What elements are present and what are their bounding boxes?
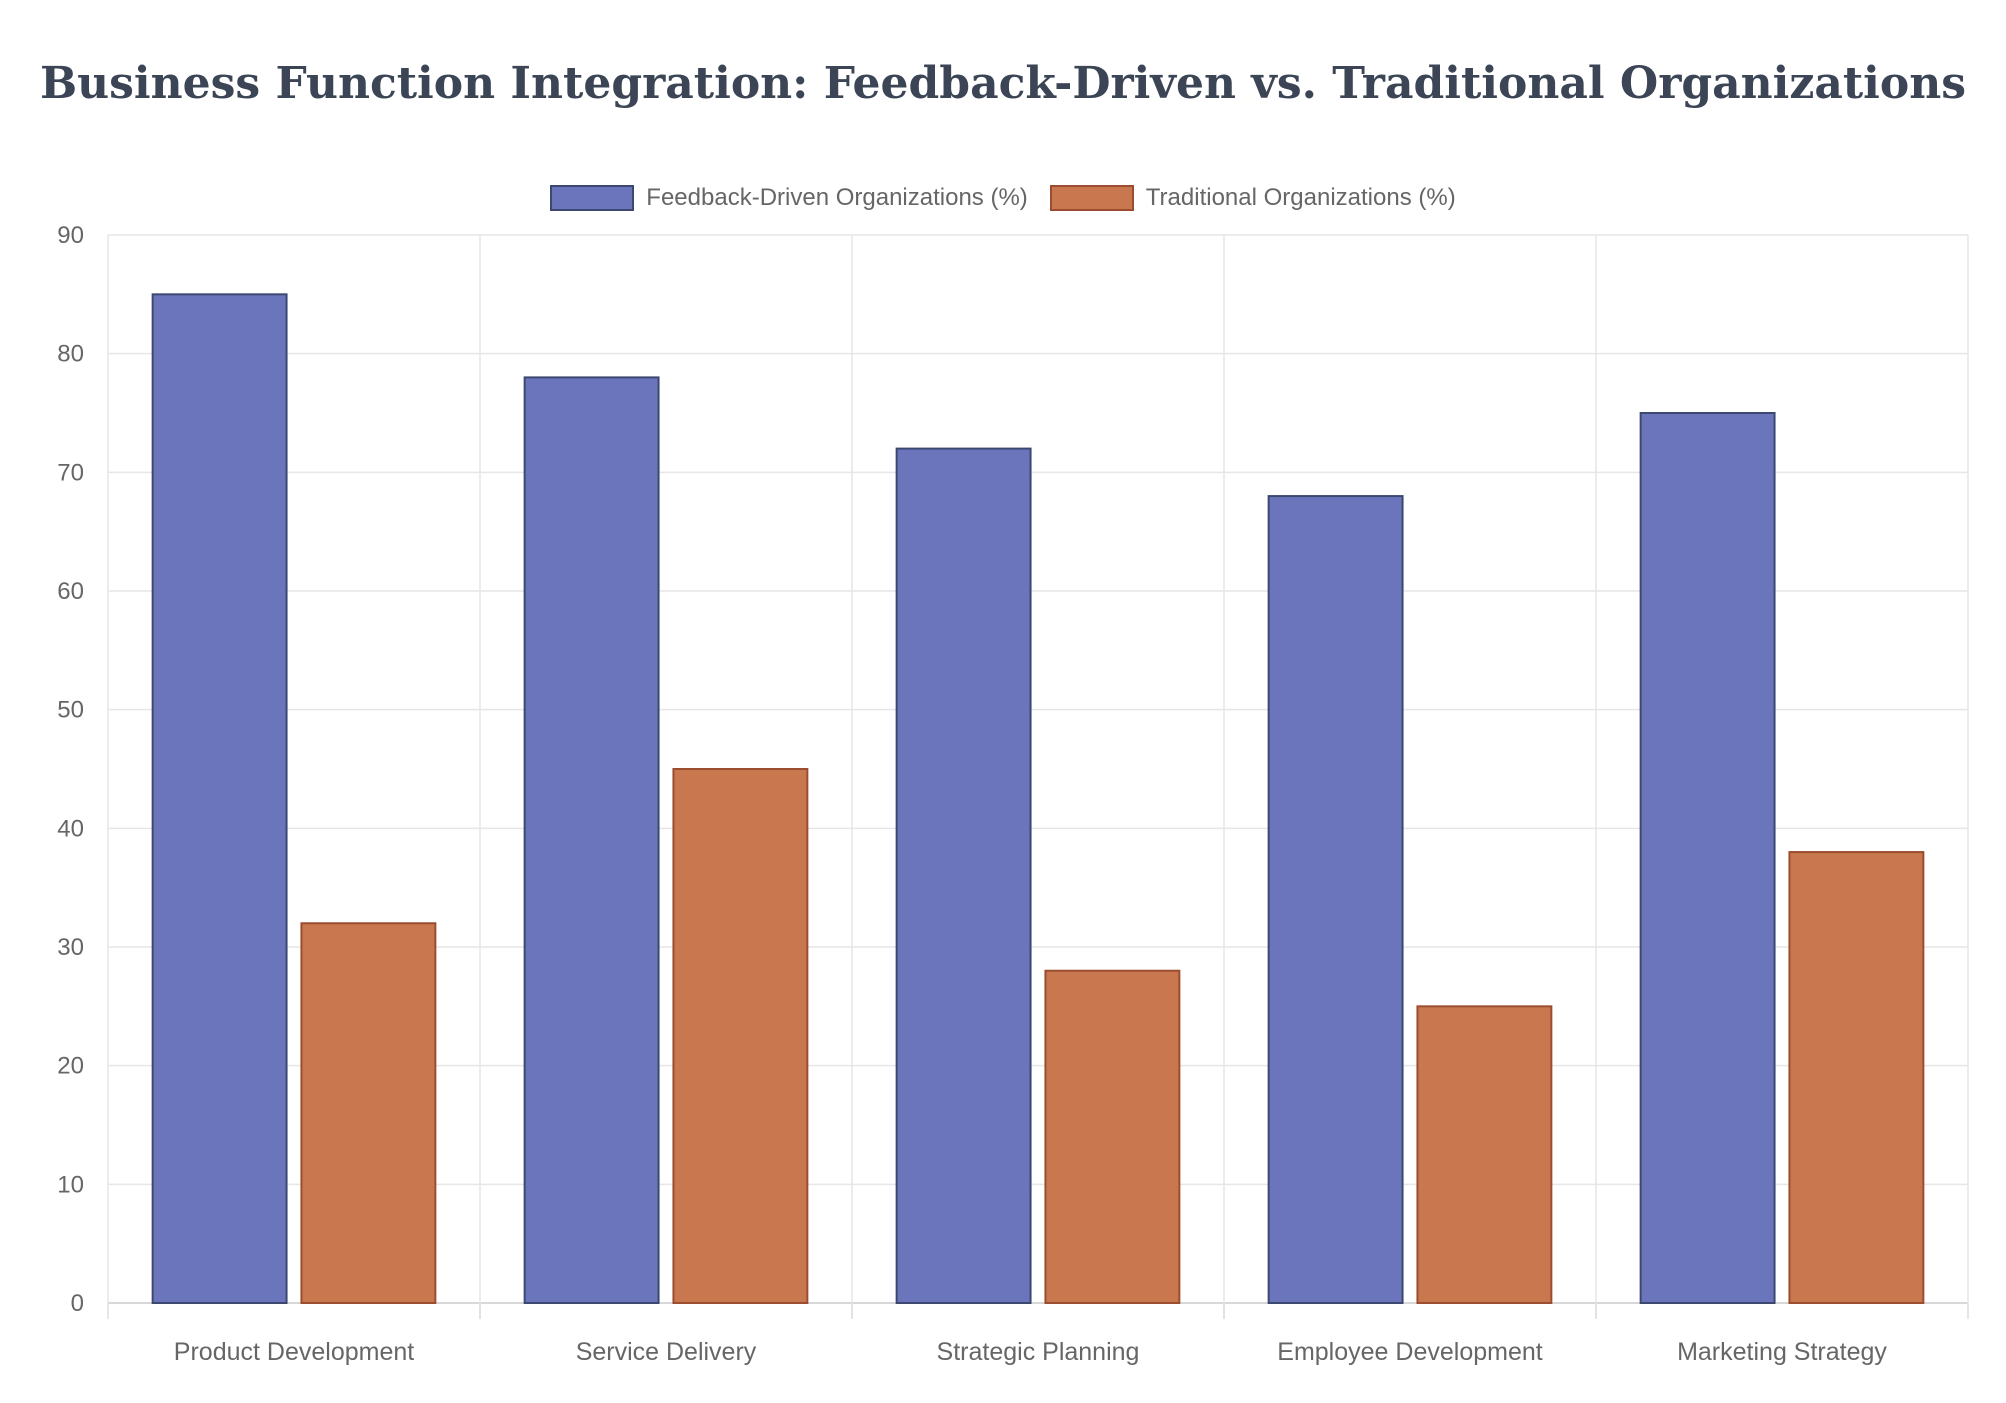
x-tick-label: Service Delivery [576,1338,757,1366]
bar-feedback-driven[interactable] [523,376,660,1304]
bar-traditional[interactable] [300,922,437,1304]
y-tick-label: 10 [57,1171,84,1198]
bar-traditional[interactable] [1044,969,1181,1304]
bars-layer [151,293,1925,1305]
x-tick-label: Strategic Planning [937,1338,1140,1366]
legend-item-traditional[interactable]: Traditional Organizations (%) [1049,184,1456,212]
bar-feedback-driven[interactable] [1267,495,1404,1305]
y-tick-label: 0 [71,1290,84,1317]
legend-swatch-traditional [1049,185,1134,211]
bar-traditional[interactable] [1788,851,1925,1304]
bar-feedback-driven[interactable] [895,447,1032,1305]
bar-traditional[interactable] [1416,1005,1553,1304]
legend-label-traditional: Traditional Organizations (%) [1145,184,1456,211]
axis-layer: 0 10 20 30 40 50 60 70 80 90 Product Development Se… [57,222,1969,1366]
x-tick-label: Marketing Strategy [1677,1338,1887,1366]
bar-feedback-driven[interactable] [1639,412,1776,1304]
bar-feedback-driven[interactable] [151,293,288,1305]
y-tick-label: 50 [57,697,84,724]
bar-traditional[interactable] [672,768,809,1304]
y-tick-label: 80 [57,341,84,368]
chart-legend: Feedback-Driven Organizations (%) Tradit… [0,184,2006,212]
y-tick-label: 60 [57,578,84,605]
y-tick-label: 20 [57,1053,84,1080]
y-tick-label: 40 [57,815,84,842]
x-tick-label: Product Development [174,1338,414,1366]
y-tick-label: 70 [57,459,84,486]
y-tick-label: 30 [57,934,84,961]
legend-item-feedback-driven[interactable]: Feedback-Driven Organizations (%) [550,184,1028,212]
legend-label-feedback-driven: Feedback-Driven Organizations (%) [646,184,1028,211]
legend-swatch-feedback-driven [550,185,635,211]
x-tick-label: Employee Development [1277,1338,1542,1366]
chart-title: Business Function Integration: Feedback-… [39,58,1966,109]
y-tick-label: 90 [57,222,84,249]
